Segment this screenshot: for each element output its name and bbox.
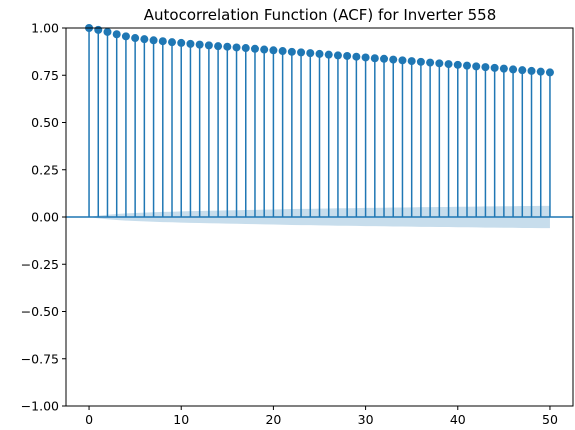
acf-marker [103, 28, 111, 36]
acf-marker [509, 65, 517, 73]
acf-marker [260, 46, 268, 54]
acf-marker [546, 68, 554, 76]
x-tick-label: 10 [173, 412, 189, 427]
y-tick-label: 1.00 [31, 21, 59, 36]
acf-marker [528, 67, 536, 75]
acf-marker [94, 26, 102, 34]
acf-marker [417, 58, 425, 66]
acf-marker [233, 43, 241, 51]
acf-marker [408, 57, 416, 65]
acf-marker [186, 40, 194, 48]
acf-marker [150, 36, 158, 44]
acf-marker [537, 68, 545, 76]
acf-marker [297, 48, 305, 56]
x-axis: 0 10 20 30 40 50 [85, 406, 558, 427]
y-tick-label: 0.50 [31, 115, 59, 130]
acf-marker [269, 46, 277, 54]
acf-marker [325, 51, 333, 59]
x-tick-label: 40 [450, 412, 466, 427]
acf-marker [389, 56, 397, 64]
y-tick-label: −0.75 [21, 351, 59, 366]
x-tick-label: 50 [542, 412, 558, 427]
acf-marker [223, 43, 231, 51]
acf-marker [371, 54, 379, 62]
acf-marker [196, 41, 204, 49]
acf-marker [435, 59, 443, 67]
x-tick-label: 30 [358, 412, 374, 427]
acf-marker [426, 59, 434, 67]
y-tick-label: −1.00 [21, 399, 59, 414]
acf-marker [362, 53, 370, 61]
acf-marker [445, 60, 453, 68]
acf-marker [159, 37, 167, 45]
y-tick-label: 0.75 [31, 68, 59, 83]
acf-marker [491, 64, 499, 72]
acf-marker [242, 44, 250, 52]
acf-marker [380, 55, 388, 63]
acf-marker [279, 47, 287, 55]
acf-marker [288, 48, 296, 56]
acf-marker [168, 38, 176, 46]
y-tick-label: 0.25 [31, 162, 59, 177]
acf-marker [343, 52, 351, 60]
acf-marker [306, 49, 314, 57]
acf-marker [463, 62, 471, 70]
acf-marker [131, 34, 139, 42]
acf-marker [113, 30, 121, 38]
acf-marker [500, 65, 508, 73]
acf-marker [398, 56, 406, 64]
acf-marker [481, 63, 489, 71]
chart-title: Autocorrelation Function (ACF) for Inver… [144, 6, 497, 24]
acf-marker [122, 32, 130, 40]
y-tick-label: −0.50 [21, 304, 59, 319]
y-tick-label: −0.25 [21, 257, 59, 272]
acf-marker [177, 39, 185, 47]
acf-marker [352, 53, 360, 61]
acf-marker [472, 62, 480, 70]
x-tick-label: 0 [85, 412, 93, 427]
y-axis: −1.00 −0.75 −0.50 −0.25 0.00 0.25 0.50 0.75 1.00 [21, 21, 66, 414]
acf-marker [205, 41, 213, 49]
acf-marker [214, 42, 222, 50]
acf-marker [334, 51, 342, 59]
acf-marker [140, 35, 148, 43]
x-tick-label: 20 [265, 412, 281, 427]
acf-marker [454, 61, 462, 69]
y-tick-label: 0.00 [31, 210, 59, 225]
acf-marker [251, 45, 259, 53]
acf-marker [316, 50, 324, 58]
acf-marker [518, 66, 526, 74]
